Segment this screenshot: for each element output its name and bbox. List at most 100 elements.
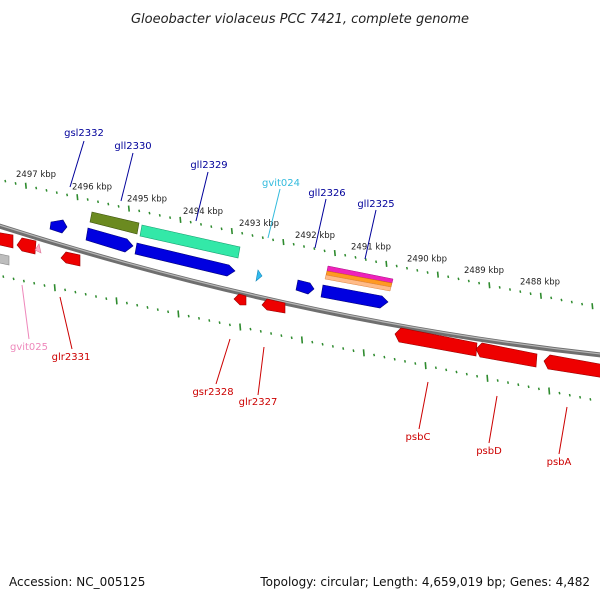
kbp-label: 2497 kbp (16, 170, 56, 180)
gene-arrow-gll2329[interactable] (134, 242, 236, 277)
gene-label-glr2327[interactable]: glr2327 (239, 397, 278, 408)
gene-label-psbD[interactable]: psbD (476, 446, 502, 457)
lower-major-tick (486, 374, 489, 382)
gene-label-gvit024[interactable]: gvit024 (262, 178, 300, 189)
upper-major-tick (127, 205, 130, 212)
gene-arrow-gvit024[interactable] (255, 269, 263, 282)
upper-minor-tick (302, 245, 306, 248)
gene-label-gsl2332[interactable]: gsl2332 (64, 128, 104, 139)
upper-minor-tick (457, 277, 460, 281)
gene-label-gll2330[interactable]: gll2330 (114, 141, 151, 152)
lower-minor-tick (187, 314, 190, 318)
lower-minor-tick (94, 295, 98, 298)
leader-gsl2332 (69, 140, 85, 188)
gene-arrow-gll2325[interactable] (320, 284, 389, 309)
lower-major-tick (53, 284, 56, 292)
gene-label-gll2329[interactable]: gll2329 (190, 160, 227, 171)
gene-label-gsr2328[interactable]: gsr2328 (192, 387, 233, 398)
lower-minor-tick (64, 288, 67, 292)
gene-arrow-glr2331[interactable] (16, 237, 37, 255)
lower-minor-tick (290, 336, 293, 340)
lower-minor-tick (342, 347, 345, 350)
upper-minor-tick (251, 234, 254, 237)
gene-label-gll2326[interactable]: gll2326 (308, 188, 345, 199)
gene-arrow-gll2330[interactable] (85, 227, 134, 253)
gene-arrow-gll2326[interactable] (295, 279, 315, 295)
accession-text: Accession: NC_005125 (9, 575, 145, 589)
upper-major-tick (76, 194, 79, 201)
upper-major-tick (282, 239, 285, 246)
genome-backbone (0, 223, 600, 358)
lower-minor-tick (311, 340, 314, 344)
lower-minor-tick (228, 323, 231, 327)
lower-minor-tick (208, 319, 211, 322)
upper-minor-tick (55, 191, 58, 195)
upper-minor-tick (45, 188, 48, 192)
upper-major-tick (230, 227, 233, 235)
lower-minor-tick (445, 368, 448, 372)
lower-minor-tick (167, 310, 170, 314)
gene-label-psbA[interactable]: psbA (547, 457, 572, 468)
lower-minor-tick (84, 292, 87, 296)
upper-minor-tick (405, 266, 409, 270)
leader-glr2327 (257, 346, 265, 396)
gene-label-psbC[interactable]: psbC (406, 432, 431, 443)
lower-minor-tick (197, 316, 201, 320)
feature-gll2325-peach (324, 274, 392, 292)
gene-arrow-glr2327[interactable] (261, 298, 286, 314)
gene-label-gvit025[interactable]: gvit025 (10, 342, 48, 353)
upper-minor-tick (272, 238, 275, 242)
upper-minor-tick (344, 253, 347, 257)
upper-minor-tick (66, 193, 69, 197)
gene-arrow-gsl2332[interactable] (49, 219, 68, 234)
leader-gll2325 (364, 209, 377, 260)
leader-gsr2328 (215, 338, 231, 385)
gene-label-glr2331[interactable]: glr2331 (52, 352, 91, 363)
gene-arrow-glr2331-small[interactable] (60, 251, 81, 267)
lower-minor-tick (270, 332, 273, 335)
topology-summary: Topology: circular; Length: 4,659,019 bp… (259, 575, 590, 589)
kbp-label: 2490 kbp (407, 254, 447, 264)
lower-scale-track (2, 275, 592, 401)
upper-minor-tick (447, 275, 450, 279)
gene-arrow-glr2331-left[interactable] (0, 232, 14, 249)
lower-minor-tick (414, 362, 417, 365)
lower-minor-tick (125, 301, 128, 305)
lower-major-tick (300, 336, 304, 344)
upper-minor-tick (241, 231, 244, 235)
upper-major-tick (179, 216, 182, 223)
upper-minor-tick (323, 249, 326, 253)
upper-major-tick (591, 303, 594, 310)
lower-minor-tick (517, 383, 520, 387)
upper-minor-tick (138, 209, 141, 213)
lower-minor-tick (579, 395, 582, 399)
upper-major-tick (539, 292, 542, 299)
leader-gvit024 (267, 188, 281, 239)
upper-minor-tick (292, 242, 295, 246)
lower-minor-tick (74, 290, 77, 294)
lower-minor-tick (249, 327, 252, 331)
gene-arrow-gvit025[interactable] (34, 243, 42, 254)
gene-arrow-gsr2328[interactable] (233, 293, 247, 306)
lower-minor-tick (280, 334, 283, 338)
gene-label-gll2325[interactable]: gll2325 (357, 199, 394, 210)
upper-minor-tick (529, 292, 532, 296)
kbp-label: 2496 kbp (72, 183, 112, 193)
leader-psbA (558, 406, 568, 455)
lower-minor-tick (383, 355, 386, 359)
gene-arrow-psbD[interactable] (475, 342, 538, 368)
leader-gll2326 (314, 198, 327, 249)
kbp-label: 2489 kbp (464, 266, 504, 276)
lower-minor-tick (403, 359, 407, 363)
lower-minor-tick (465, 372, 468, 376)
lower-minor-tick (393, 357, 396, 361)
upper-minor-tick (560, 298, 563, 302)
upper-minor-tick (261, 236, 264, 240)
gene-arrow-psbA[interactable] (543, 354, 600, 378)
upper-minor-tick (354, 256, 357, 259)
lower-minor-tick (33, 281, 36, 285)
lower-major-tick (548, 387, 551, 395)
upper-minor-tick (508, 288, 512, 291)
upper-minor-tick (313, 247, 316, 251)
